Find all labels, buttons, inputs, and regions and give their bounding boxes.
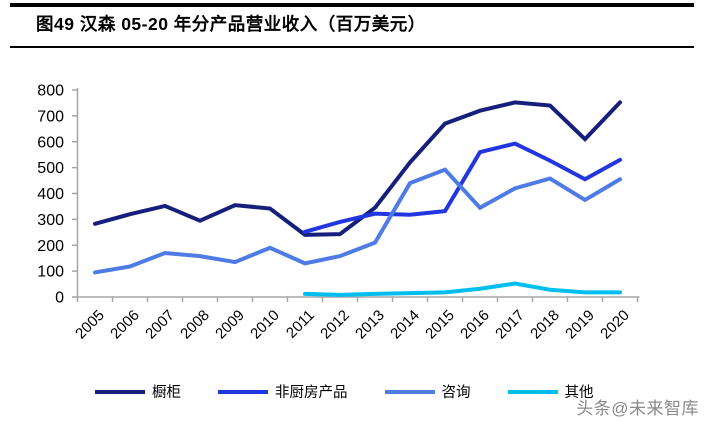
y-axis-labels: 0 100 200 300 400 500 600 700 800 bbox=[37, 83, 64, 307]
x-tick-label: 2017 bbox=[492, 307, 528, 343]
x-tick-label: 2020 bbox=[597, 307, 633, 343]
series-line bbox=[93, 100, 622, 237]
y-tick-label: 500 bbox=[37, 160, 64, 177]
legend-label: 其他 bbox=[564, 385, 594, 401]
series-line bbox=[303, 141, 622, 234]
legend-line-swatch bbox=[218, 389, 268, 394]
top-rule bbox=[10, 3, 694, 7]
x-tick-label: 2010 bbox=[247, 307, 283, 343]
legend-item-other: 其他 bbox=[507, 381, 594, 402]
legend-line-swatch bbox=[95, 389, 145, 394]
x-tick-label: 2015 bbox=[422, 307, 458, 343]
series-lines bbox=[93, 100, 622, 297]
y-tick-label: 800 bbox=[37, 83, 64, 100]
x-tick-label: 2008 bbox=[177, 307, 213, 343]
x-tick-label: 2018 bbox=[527, 307, 563, 343]
x-axis-ticks bbox=[76, 297, 639, 302]
series-line bbox=[303, 281, 622, 297]
legend-label: 橱柜 bbox=[152, 385, 181, 401]
legend-item-consulting: 咨询 bbox=[384, 381, 471, 402]
x-tick-label: 2007 bbox=[142, 307, 178, 343]
y-tick-label: 0 bbox=[55, 290, 64, 307]
chart-legend: 橱柜 非厨房产品 咨询 其他 bbox=[95, 381, 594, 402]
x-axis-labels: 2005 2006 2007 2008 2009 2010 2011 2012 2013 2014… bbox=[72, 307, 633, 343]
legend-item-non-kitchen-products: 非厨房产品 bbox=[218, 381, 348, 402]
y-axis-ticks bbox=[72, 89, 78, 298]
y-tick-label: 600 bbox=[37, 134, 64, 151]
legend-line-swatch bbox=[507, 389, 558, 394]
series-line bbox=[93, 167, 622, 275]
axes bbox=[76, 88, 640, 298]
x-tick-label: 2005 bbox=[72, 307, 108, 343]
y-tick-label: 200 bbox=[37, 238, 64, 255]
y-tick-label: 100 bbox=[37, 264, 64, 281]
y-tick-label: 300 bbox=[37, 212, 64, 229]
figure-title: 图49 汉森 05-20 年分产品营业收入（百万美元） bbox=[36, 14, 426, 34]
legend-label: 非厨房产品 bbox=[275, 385, 348, 401]
watermark: 头条@未来智库 bbox=[576, 399, 699, 418]
x-tick-label: 2012 bbox=[317, 307, 353, 343]
title-divider bbox=[10, 46, 694, 48]
legend-item-cabinets: 橱柜 bbox=[95, 381, 181, 402]
x-tick-label: 2013 bbox=[352, 307, 388, 343]
x-tick-label: 2009 bbox=[212, 307, 248, 343]
x-tick-label: 2016 bbox=[457, 307, 493, 343]
y-tick-label: 700 bbox=[37, 108, 64, 125]
x-tick-label: 2014 bbox=[387, 307, 423, 343]
x-tick-label: 2019 bbox=[562, 307, 598, 343]
x-tick-label: 2011 bbox=[283, 307, 318, 342]
y-tick-label: 400 bbox=[37, 186, 64, 203]
legend-line-swatch bbox=[384, 389, 435, 394]
x-tick-label: 2006 bbox=[107, 307, 143, 343]
legend-label: 咨询 bbox=[441, 385, 471, 401]
